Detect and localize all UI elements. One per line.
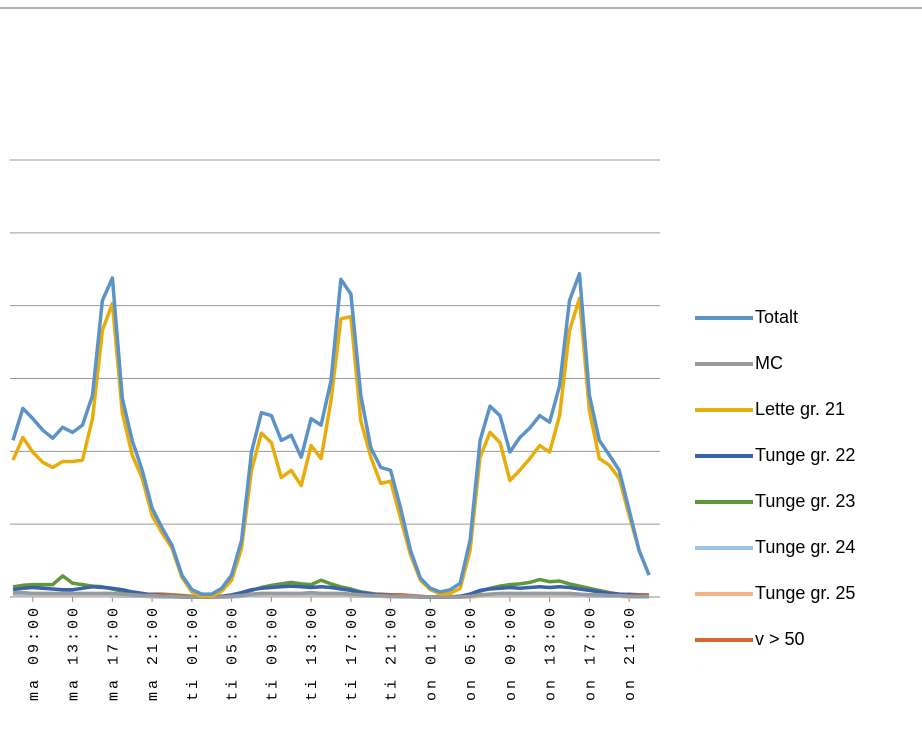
series-line [11, 271, 651, 596]
x-tick-label: ti 05:00 [225, 605, 242, 701]
legend-label: Tunge gr. 24 [755, 537, 855, 557]
legend-label: MC [755, 353, 783, 373]
x-tick-label: ti 09:00 [264, 605, 281, 701]
x-tick-label: on 17:00 [582, 605, 599, 701]
legend-label: Tunge gr. 23 [755, 491, 855, 511]
x-tick-label: ti 01:00 [185, 605, 202, 701]
legend-label: Lette gr. 21 [755, 399, 845, 419]
legend-label: Totalt [755, 307, 798, 327]
series-line [13, 590, 649, 599]
legend-label: Tunge gr. 25 [755, 583, 855, 603]
x-tick-label: on 01:00 [423, 605, 440, 701]
x-tick-label: on 13:00 [543, 605, 560, 701]
x-tick-label: on 21:00 [622, 605, 639, 701]
series-line [12, 584, 650, 599]
x-tick-label: on 09:00 [503, 605, 520, 701]
x-tick-label: ma 21:00 [145, 605, 162, 701]
x-tick-label: ma 17:00 [105, 605, 122, 701]
x-tick-label: ti 17:00 [344, 605, 361, 701]
x-tick-label: ma 13:00 [66, 605, 83, 701]
series-line [11, 296, 651, 599]
x-tick-label: on 05:00 [463, 605, 480, 701]
x-tick-label: ma 09:00 [26, 605, 43, 701]
x-tick-label: ti 13:00 [304, 605, 321, 701]
legend-label: Tunge gr. 22 [755, 445, 855, 465]
x-tick-label: ti 21:00 [384, 605, 401, 701]
legend-label: v > 50 [755, 629, 805, 649]
